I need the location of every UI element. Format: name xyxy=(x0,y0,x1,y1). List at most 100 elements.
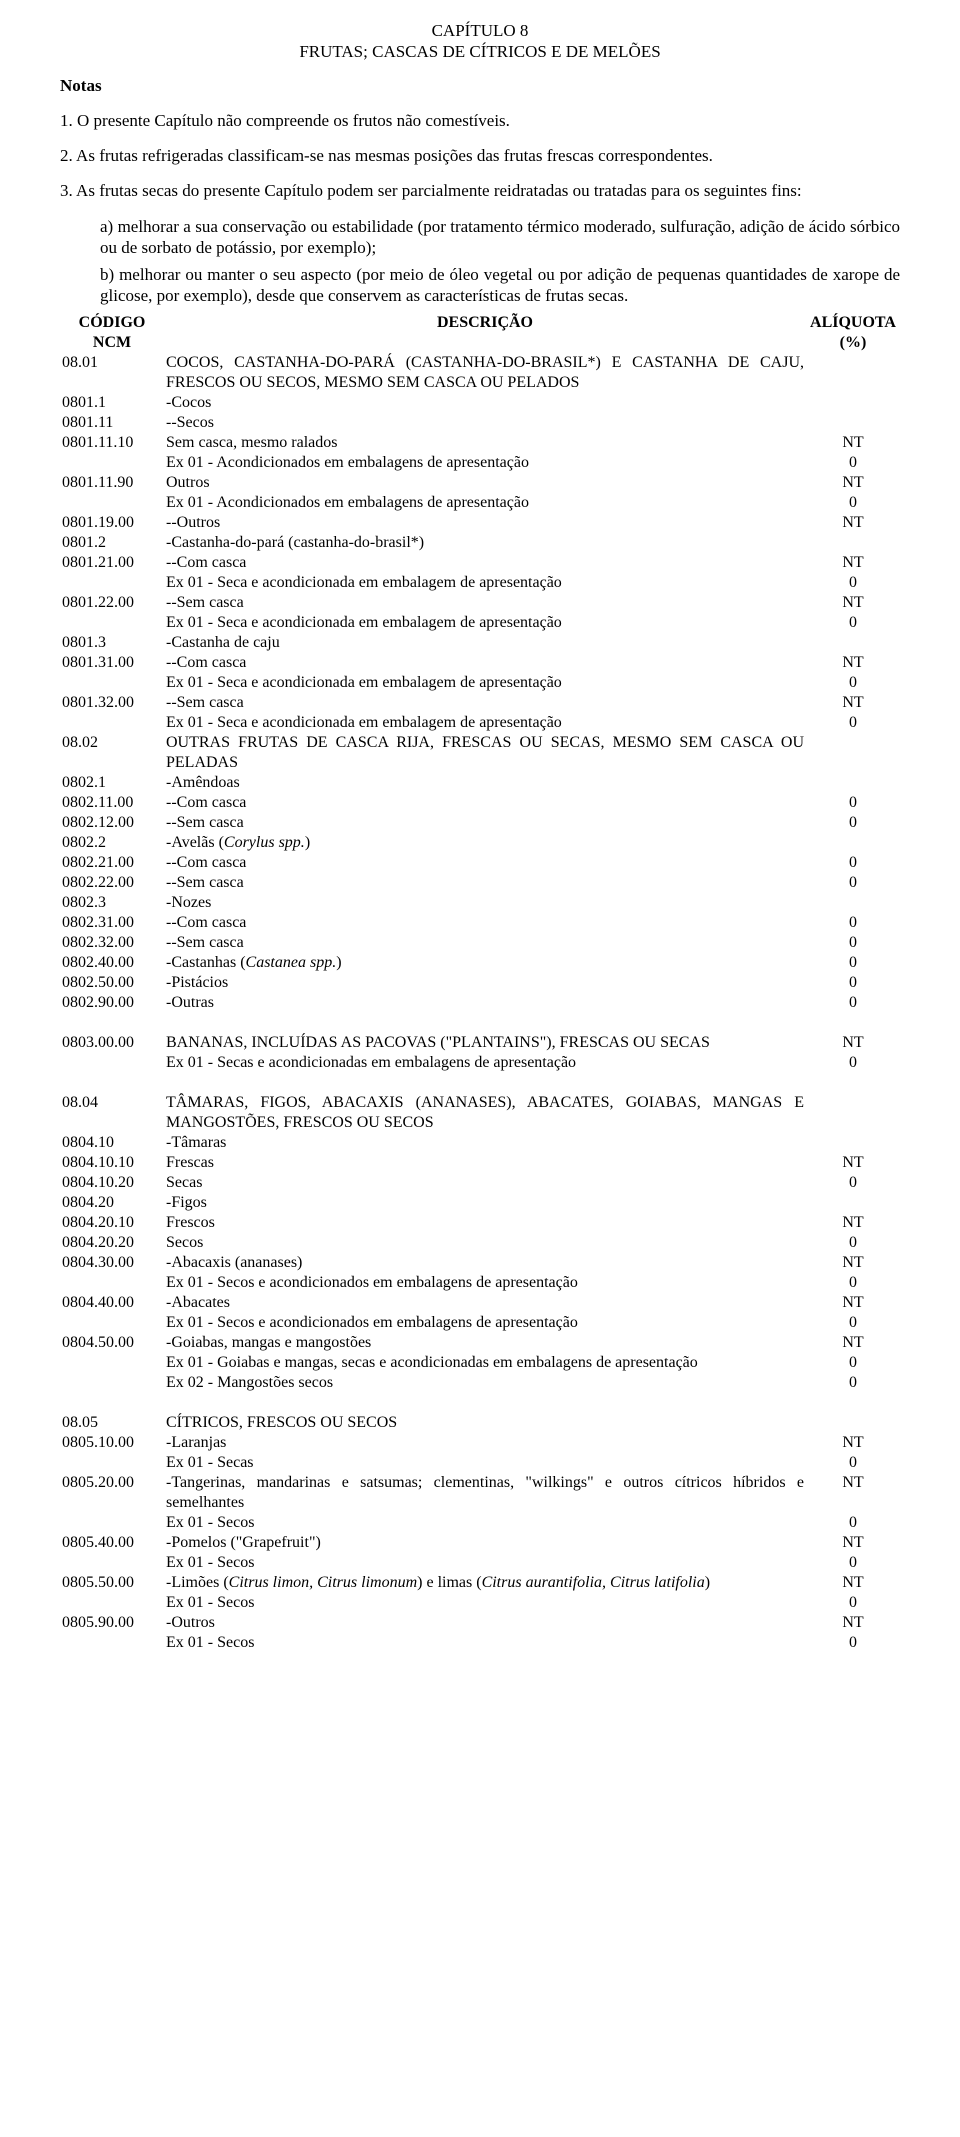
cell-code xyxy=(60,1273,164,1293)
table-row: Ex 01 - Secos0 xyxy=(60,1553,900,1573)
table-row: Ex 01 - Secos0 xyxy=(60,1633,900,1653)
cell-rate: 0 xyxy=(806,973,900,993)
cell-description: Ex 01 - Seca e acondicionada em embalage… xyxy=(164,673,806,693)
cell-rate: NT xyxy=(806,1213,900,1233)
cell-rate: NT xyxy=(806,1333,900,1353)
note-3-intro: 3. As frutas secas do presente Capítulo … xyxy=(60,180,900,201)
cell-description: -Cocos xyxy=(164,393,806,413)
cell-code: 08.01 xyxy=(60,353,164,393)
cell-description: --Com casca xyxy=(164,793,806,813)
cell-description: --Com casca xyxy=(164,653,806,673)
cell-description: -Tangerinas, mandarinas e satsumas; clem… xyxy=(164,1473,806,1513)
cell-code: 0804.10.10 xyxy=(60,1153,164,1173)
cell-code xyxy=(60,673,164,693)
cell-code: 0801.22.00 xyxy=(60,593,164,613)
header-rate-line2: (%) xyxy=(840,334,867,351)
table-row: 0803.00.00BANANAS, INCLUÍDAS AS PACOVAS … xyxy=(60,1033,900,1053)
cell-code: 0804.10.20 xyxy=(60,1173,164,1193)
cell-rate: 0 xyxy=(806,993,900,1013)
table-row: 0801.31.00--Com cascaNT xyxy=(60,653,900,673)
cell-description: COCOS, CASTANHA-DO-PARÁ (CASTANHA-DO-BRA… xyxy=(164,353,806,393)
cell-rate: 0 xyxy=(806,853,900,873)
table-row: 08.01COCOS, CASTANHA-DO-PARÁ (CASTANHA-D… xyxy=(60,353,900,393)
table-row: 0804.30.00-Abacaxis (ananases)NT xyxy=(60,1253,900,1273)
table-row: 0804.20.20Secos0 xyxy=(60,1233,900,1253)
cell-description: -Figos xyxy=(164,1193,806,1213)
table-row: Ex 01 - Seca e acondicionada em embalage… xyxy=(60,613,900,633)
cell-description: --Sem casca xyxy=(164,873,806,893)
table-row: 0801.3-Castanha de caju xyxy=(60,633,900,653)
cell-description: Ex 01 - Secos xyxy=(164,1553,806,1573)
table-row: 0802.50.00-Pistácios0 xyxy=(60,973,900,993)
table-row: 0804.20.10FrescosNT xyxy=(60,1213,900,1233)
cell-description: --Com casca xyxy=(164,853,806,873)
cell-code: 0801.32.00 xyxy=(60,693,164,713)
cell-description: Ex 01 - Seca e acondicionada em embalage… xyxy=(164,613,806,633)
table-row: 0804.20-Figos xyxy=(60,1193,900,1213)
cell-rate: NT xyxy=(806,1153,900,1173)
table-row: 0801.2-Castanha-do-pará (castanha-do-bra… xyxy=(60,533,900,553)
cell-rate: NT xyxy=(806,553,900,573)
cell-code: 0801.11.90 xyxy=(60,473,164,493)
table-row: 0802.3-Nozes xyxy=(60,893,900,913)
cell-rate xyxy=(806,773,900,793)
cell-description: TÂMARAS, FIGOS, ABACAXIS (ANANASES), ABA… xyxy=(164,1093,806,1133)
table-row: 0802.90.00-Outras0 xyxy=(60,993,900,1013)
cell-code xyxy=(60,713,164,733)
cell-code: 0805.90.00 xyxy=(60,1613,164,1633)
cell-code: 0802.21.00 xyxy=(60,853,164,873)
cell-rate xyxy=(806,633,900,653)
cell-description: -Pistácios xyxy=(164,973,806,993)
header-code: CÓDIGO NCM xyxy=(60,313,164,353)
table-row: 0802.2-Avelãs (Corylus spp.) xyxy=(60,833,900,853)
table-row: 0801.11.10Sem casca, mesmo raladosNT xyxy=(60,433,900,453)
cell-description: --Sem casca xyxy=(164,693,806,713)
cell-description: Ex 01 - Secos xyxy=(164,1513,806,1533)
table-row: 0801.19.00--OutrosNT xyxy=(60,513,900,533)
table-row: Ex 02 - Mangostões secos0 xyxy=(60,1373,900,1393)
table-row: Ex 01 - Secos e acondicionados em embala… xyxy=(60,1273,900,1293)
cell-code: 0804.10 xyxy=(60,1133,164,1153)
cell-code xyxy=(60,613,164,633)
table-row: 0805.10.00-LaranjasNT xyxy=(60,1433,900,1453)
cell-code: 0801.21.00 xyxy=(60,553,164,573)
cell-rate: NT xyxy=(806,513,900,533)
table-row: 08.04TÂMARAS, FIGOS, ABACAXIS (ANANASES)… xyxy=(60,1093,900,1133)
table-row: Ex 01 - Seca e acondicionada em embalage… xyxy=(60,713,900,733)
cell-rate: 0 xyxy=(806,1373,900,1393)
cell-description: --Com casca xyxy=(164,913,806,933)
cell-rate: 0 xyxy=(806,1173,900,1193)
cell-description: -Outras xyxy=(164,993,806,1013)
cell-rate: 0 xyxy=(806,933,900,953)
table-row: 0802.32.00--Sem casca0 xyxy=(60,933,900,953)
cell-description: -Goiabas, mangas e mangostões xyxy=(164,1333,806,1353)
cell-code: 0802.50.00 xyxy=(60,973,164,993)
cell-rate: 0 xyxy=(806,1273,900,1293)
table-row: 0805.90.00-OutrosNT xyxy=(60,1613,900,1633)
cell-rate: 0 xyxy=(806,613,900,633)
cell-description: Ex 01 - Secos xyxy=(164,1633,806,1653)
chapter-number: CAPÍTULO 8 xyxy=(60,20,900,41)
cell-rate: NT xyxy=(806,1473,900,1513)
table-row: 0804.50.00-Goiabas, mangas e mangostõesN… xyxy=(60,1333,900,1353)
table-row: Ex 01 - Acondicionados em embalagens de … xyxy=(60,493,900,513)
table-spacer xyxy=(60,1073,900,1093)
table-row: 0801.21.00--Com cascaNT xyxy=(60,553,900,573)
cell-rate: 0 xyxy=(806,713,900,733)
cell-rate: NT xyxy=(806,1293,900,1313)
cell-rate: 0 xyxy=(806,1593,900,1613)
cell-code xyxy=(60,573,164,593)
cell-description: Ex 01 - Seca e acondicionada em embalage… xyxy=(164,573,806,593)
cell-description: Ex 01 - Acondicionados em embalagens de … xyxy=(164,493,806,513)
cell-rate: 0 xyxy=(806,1553,900,1573)
cell-description: Ex 01 - Secas e acondicionadas em embala… xyxy=(164,1053,806,1073)
cell-description: Ex 01 - Secos e acondicionados em embala… xyxy=(164,1273,806,1293)
cell-rate: 0 xyxy=(806,953,900,973)
tariff-table: CÓDIGO NCM DESCRIÇÃO ALÍQUOTA (%) 08.01C… xyxy=(60,313,900,1653)
notes-heading: Notas xyxy=(60,75,900,96)
cell-rate: 0 xyxy=(806,1233,900,1253)
cell-code xyxy=(60,453,164,473)
cell-rate xyxy=(806,1093,900,1133)
cell-code: 0801.31.00 xyxy=(60,653,164,673)
cell-code xyxy=(60,1593,164,1613)
